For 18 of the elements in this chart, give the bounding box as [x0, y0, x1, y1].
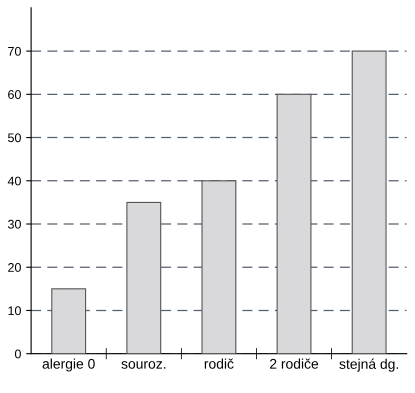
x-tick-label: rodič — [204, 358, 234, 369]
y-tick-label: 40 — [8, 176, 21, 186]
bar — [51, 288, 86, 354]
bar — [352, 50, 387, 354]
y-tick-label: 70 — [8, 46, 21, 56]
y-tick-label: 10 — [8, 306, 21, 316]
y-tick-label: 0 — [14, 350, 21, 358]
y-tick-label: 50 — [8, 133, 21, 142]
bar — [201, 180, 236, 354]
x-tick-label: souroz. — [121, 361, 166, 369]
y-tick-label: 60 — [8, 90, 21, 99]
y-tick-label: 20 — [8, 263, 21, 272]
x-tick-label: alergie 0 — [42, 358, 95, 372]
bar — [126, 202, 162, 354]
bar — [276, 94, 312, 354]
x-tick-label: 2 rodiče — [270, 358, 318, 369]
x-tick-label: stejná dg. — [339, 358, 398, 372]
y-tick-label: 30 — [8, 220, 21, 229]
